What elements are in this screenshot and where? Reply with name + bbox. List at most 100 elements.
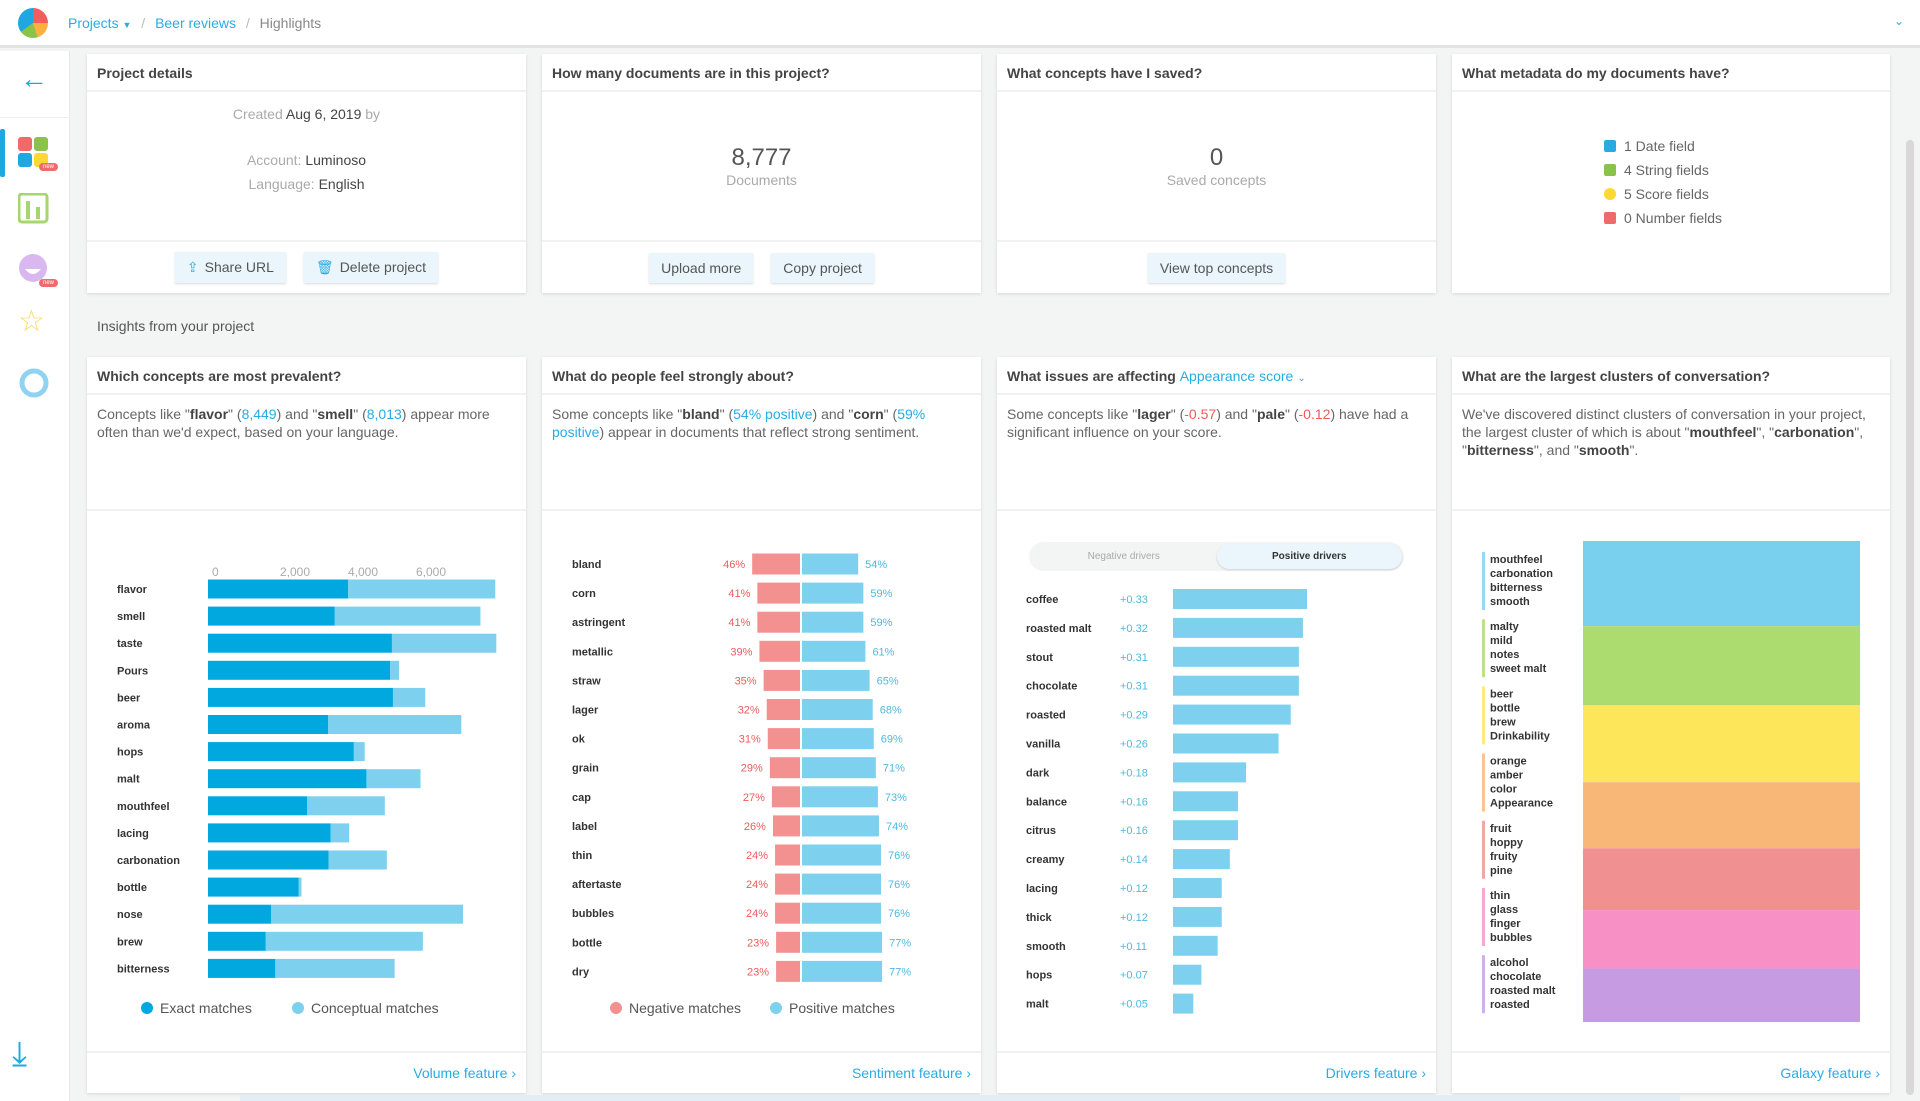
negative-drivers-tab[interactable]: Negative drivers <box>1087 551 1160 562</box>
x-tick-label: 0 <box>212 565 219 579</box>
cluster-term: bitterness <box>1490 582 1543 594</box>
cluster-term: chocolate <box>1490 971 1541 983</box>
negative-pct-label: 41% <box>728 588 750 600</box>
highlight-value: 54% positive <box>733 406 813 422</box>
galaxy-feature-link[interactable]: Galaxy feature › <box>1780 1065 1880 1081</box>
category-label: coffee <box>1026 594 1058 606</box>
galaxy-icon[interactable] <box>18 367 50 399</box>
divider <box>1452 509 1890 511</box>
negative-pct-label: 26% <box>744 821 766 833</box>
bar-conceptual-bitterness <box>275 958 395 978</box>
positive-pct-label: 76% <box>888 879 910 891</box>
bar-positive-metallic <box>802 640 866 662</box>
cluster-term: bubbles <box>1490 932 1532 944</box>
positive-pct-label: 74% <box>886 821 908 833</box>
breadcrumb-projects[interactable]: Projects <box>68 15 119 31</box>
positive-drivers-tab[interactable]: Positive drivers <box>1216 544 1402 569</box>
bar-driver-lacing <box>1173 878 1222 898</box>
metadata-list: 1 Date field 4 String fields 5 Score field… <box>1604 134 1890 230</box>
description-text: ) and " <box>276 406 318 422</box>
drivers-toggle: Negative drivers Positive drivers <box>1029 542 1404 571</box>
delete-project-button[interactable]: 🗑 Delete project <box>303 252 439 283</box>
bar-negative-cap <box>771 786 800 808</box>
breadcrumb-project[interactable]: Beer reviews <box>155 15 236 31</box>
legend-exact-label: Exact matches <box>160 1000 252 1016</box>
bar-conceptual-Pours <box>390 660 400 680</box>
highlight-concept: bland <box>682 406 720 422</box>
download-icon[interactable]: ⤓ <box>12 1035 28 1073</box>
card-footer: Galaxy feature › <box>1452 1051 1890 1093</box>
cluster-term: orange <box>1490 756 1527 768</box>
cluster-term: glass <box>1490 904 1518 916</box>
driver-value-label: +0.16 <box>1120 825 1148 837</box>
bar-negative-corn <box>757 582 800 604</box>
bar-positive-label <box>802 815 879 837</box>
category-label: hops <box>117 747 143 759</box>
cluster-term: Drinkability <box>1490 730 1551 742</box>
description-text: ", " <box>1756 424 1775 440</box>
sentiment-icon[interactable]: new <box>18 253 58 287</box>
cluster-term: Appearance <box>1490 798 1553 810</box>
bar-driver-hops <box>1173 964 1202 985</box>
category-label: taste <box>117 638 143 650</box>
bar-negative-straw <box>763 669 800 691</box>
vertical-scrollbar[interactable] <box>1906 140 1914 1095</box>
category-label: carbonation <box>117 855 180 867</box>
driver-value-label: +0.14 <box>1120 854 1148 866</box>
category-label: roasted malt <box>1026 623 1092 635</box>
volume-icon[interactable] <box>17 192 50 225</box>
bar-exact-brew <box>208 931 266 951</box>
cluster-term: pine <box>1490 865 1513 877</box>
back-arrow-icon[interactable]: ← <box>20 63 48 94</box>
horizontal-scrollbar[interactable] <box>240 1095 1680 1101</box>
chevron-down-icon[interactable]: ▼ <box>122 20 132 30</box>
highlight-concept: bitterness <box>1466 442 1534 458</box>
negative-pct-label: 24% <box>746 850 768 862</box>
category-label: straw <box>572 675 601 687</box>
bar-driver-malt <box>1173 993 1194 1014</box>
sentiment-chart: bland 46% 54% corn 41% 59% astringent 41% 59% met… <box>572 553 911 1016</box>
x-tick-label: 4,000 <box>348 565 378 579</box>
documents-card: How many documents are in this project? … <box>542 54 981 293</box>
highlight-value: -0.57 <box>1184 406 1217 422</box>
account-line: Account: Luminoso <box>87 148 526 172</box>
trash-icon: 🗑 <box>315 259 334 275</box>
highlight-concept: mouthfeel <box>1689 424 1757 440</box>
share-url-button[interactable]: ⇪ Share URL <box>174 252 286 283</box>
bar-exact-taste <box>208 633 392 653</box>
chevron-down-icon[interactable]: ⌄ <box>1893 14 1904 28</box>
score-selector-label: Appearance score <box>1179 368 1294 384</box>
copy-project-button[interactable]: Copy project <box>771 252 874 283</box>
view-top-concepts-button[interactable]: View top concepts <box>1147 252 1286 283</box>
drivers-feature-link[interactable]: Drivers feature › <box>1325 1065 1426 1081</box>
highlights-icon[interactable]: new <box>18 137 58 171</box>
upload-more-button[interactable]: Upload more <box>649 252 754 283</box>
document-count-label: Documents <box>726 172 797 188</box>
description-text: ) and " <box>1216 406 1257 422</box>
volume-card: Which concepts are most prevalent? Conce… <box>87 357 526 1093</box>
card-title: What metadata do my documents have? <box>1452 54 1890 92</box>
category-label: malt <box>1026 999 1049 1011</box>
driver-value-label: +0.07 <box>1120 970 1148 982</box>
description-text: ". <box>1629 442 1639 458</box>
account-value: Luminoso <box>305 152 367 168</box>
language-label: Language: <box>248 176 315 192</box>
breadcrumb-separator: / <box>141 15 146 31</box>
description-text: ) and " <box>812 406 854 422</box>
bar-exact-malt <box>208 769 367 789</box>
cluster-term: beer <box>1490 688 1514 700</box>
drivers-icon[interactable]: ☆ <box>18 305 45 338</box>
volume-feature-link[interactable]: Volume feature › <box>413 1065 516 1081</box>
negative-pct-label: 24% <box>746 908 768 920</box>
drivers-chart: coffee +0.33 roasted malt +0.32 stout +0.31 ch… <box>1026 589 1307 1014</box>
bar-positive-cap <box>802 786 878 808</box>
negative-pct-label: 23% <box>747 966 769 978</box>
positive-pct-label: 76% <box>888 908 910 920</box>
category-label: vanilla <box>1026 739 1061 751</box>
category-label: lacing <box>1026 883 1058 895</box>
luminoso-logo[interactable] <box>18 8 48 38</box>
metadata-field-label: 5 Score fields <box>1624 186 1709 202</box>
score-selector[interactable]: Appearance score ⌄ <box>1180 368 1306 384</box>
cluster-term: roasted malt <box>1490 985 1556 997</box>
sentiment-feature-link[interactable]: Sentiment feature › <box>851 1065 971 1081</box>
